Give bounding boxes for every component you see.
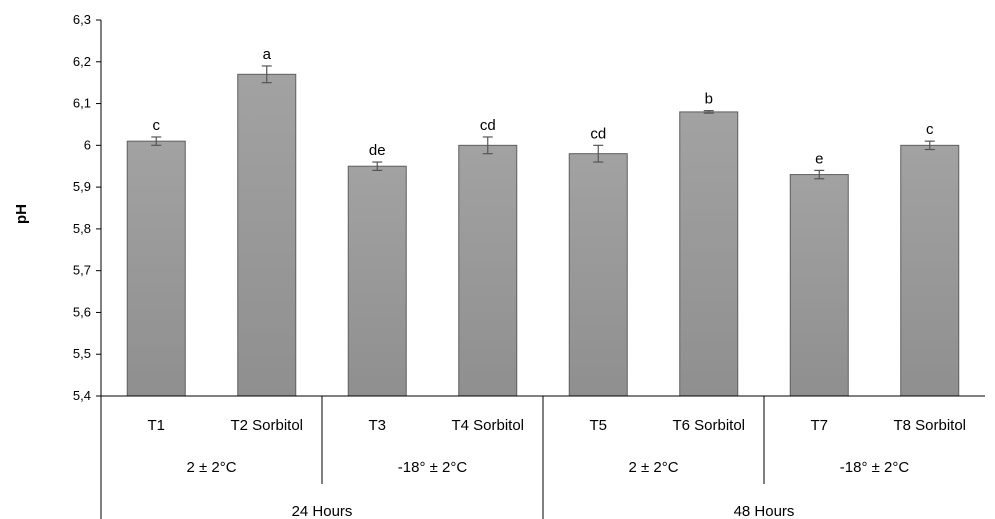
y-tick-label: 6,2 — [73, 54, 91, 69]
y-tick-label: 6,1 — [73, 96, 91, 111]
bar-t6-sorbitol — [679, 111, 739, 397]
y-axis: 5,4 5,5 5,6 5,7 5,8 5,9 6 6,1 6,2 6,3 — [73, 12, 102, 403]
x-category-label: T3 — [368, 417, 386, 434]
bars: c a de cd cd b e c — [126, 46, 960, 397]
significance-letter: cd — [590, 125, 606, 142]
significance-letter: b — [705, 91, 713, 108]
y-axis-label: pH — [13, 204, 30, 224]
y-tick-label: 5,7 — [73, 263, 91, 278]
y-tick-label: 6 — [84, 137, 91, 152]
y-tick-label: 5,8 — [73, 221, 91, 236]
x-group-temperature-label: 2 ± 2°C — [186, 459, 236, 476]
y-tick-label: 6,3 — [73, 12, 91, 27]
x-category-label: T4 Sorbitol — [451, 417, 524, 434]
x-category-label: T2 Sorbitol — [230, 417, 303, 434]
x-group-temperature-label: 2 ± 2°C — [628, 459, 678, 476]
significance-letter: e — [815, 150, 823, 167]
significance-letter: c — [926, 121, 934, 138]
x-category-label: T7 — [810, 417, 828, 434]
x-category-label: T8 Sorbitol — [893, 417, 966, 434]
x-axis: T1 T2 Sorbitol T3 T4 Sorbitol T5 T6 Sorbitol T… — [100, 395, 985, 519]
y-tick-label: 5,4 — [73, 388, 91, 403]
x-category-label: T6 Sorbitol — [672, 417, 745, 434]
x-group-time-label: 24 Hours — [292, 503, 353, 519]
bar-t1 — [126, 140, 186, 397]
bar-t5 — [568, 153, 628, 397]
x-group-temperature-label: -18° ± 2°C — [840, 459, 910, 476]
y-tick-label: 5,9 — [73, 179, 91, 194]
bar-t4-sorbitol — [458, 144, 518, 397]
significance-letter: cd — [480, 117, 496, 134]
y-tick-label: 5,5 — [73, 346, 91, 361]
x-group-temperature-label: -18° ± 2°C — [398, 459, 468, 476]
x-category-label: T5 — [589, 417, 607, 434]
bar-t8-sorbitol — [900, 144, 960, 397]
y-tick-label: 5,6 — [73, 304, 91, 319]
significance-letter: de — [369, 142, 386, 159]
x-group-time-label: 48 Hours — [734, 503, 795, 519]
significance-letter: c — [153, 117, 161, 134]
bar-t3 — [347, 165, 407, 397]
x-category-label: T1 — [147, 417, 165, 434]
significance-letter: a — [263, 46, 272, 63]
bar-t2-sorbitol — [237, 73, 297, 397]
bar-t7 — [789, 174, 849, 397]
